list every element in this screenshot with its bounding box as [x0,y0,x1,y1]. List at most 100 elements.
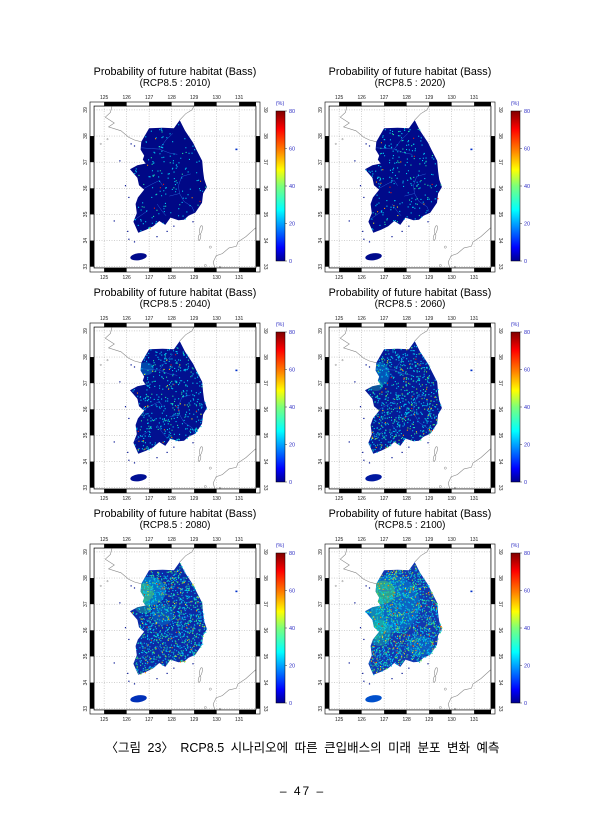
map-neatline [89,101,261,272]
lat-tick-label: 33 [83,484,89,490]
map-panel-2020: Probability of future habitat (Bass) (RCP… [315,66,547,287]
colorbar-tick-label: 40 [289,626,295,632]
lon-tick-label: 126 [357,316,366,322]
colorbar-tick-label: 60 [524,146,530,152]
map-panel-2040: Probability of future habitat (Bass) (RCP… [80,287,312,508]
panel-title-block: Probability of future habitat (Bass) (RCP… [315,66,505,90]
lon-tick-label: 128 [167,537,176,543]
lon-tick-label: 130 [212,275,221,281]
lon-tick-label: 129 [190,717,199,723]
colorbar: (%) 80 60 40 20 0 [276,543,295,707]
lon-tick-label: 126 [122,95,131,101]
panel-title: Probability of future habitat (Bass) [93,66,257,78]
lon-tick-label: 131 [235,316,244,322]
map-neatline [89,322,261,493]
ulleung-island [470,590,473,592]
lon-tick-label: 128 [167,95,176,101]
map-2080: 125 125 126 126 127 127 128 128 129 129 130 130 131 1… [83,537,295,723]
ulleung-island [470,369,473,371]
lat-tick-label: 34 [497,237,503,243]
lat-tick-label: 38 [318,133,324,139]
lat-tick-label: 36 [497,185,503,191]
lat-tick-label: 36 [497,627,503,633]
map-panel-2080: Probability of future habitat (Bass) (RCP… [80,508,312,729]
ulleung-island [235,590,238,592]
colorbar-tick-label: 0 [289,259,292,265]
colorbar-tick-label: 20 [289,663,295,669]
map-frame: 125 125 126 126 127 127 128 128 129 129 130 130 131 1… [83,316,268,502]
lon-tick-label: 125 [335,496,344,502]
map-panel-2100: Probability of future habitat (Bass) (RCP… [315,508,547,729]
lon-tick-label: 130 [447,717,456,723]
speckles-green [367,564,443,671]
lon-tick-label: 129 [190,537,199,543]
map-frame: 125 125 126 126 127 127 128 128 129 129 130 130 131 1… [318,537,503,723]
ulleung-island [235,148,238,150]
map-panel-2060: Probability of future habitat (Bass) (RCP… [315,287,547,508]
lat-tick-label: 35 [262,432,268,438]
page-number: – 47 – [279,784,326,798]
lat-tick-label: 38 [83,133,89,139]
lon-tick-label: 125 [335,95,344,101]
lat-tick-label: 39 [497,107,503,113]
lat-tick-label: 39 [83,549,89,555]
lat-tick-label: 38 [497,133,503,139]
speckles-cyan [365,567,442,675]
colorbar-tick-label: 60 [289,588,295,594]
lat-tick-label: 39 [83,328,89,334]
jeju-island [365,252,382,261]
lat-tick-label: 36 [318,627,324,633]
lat-tick-label: 39 [83,107,89,113]
lat-tick-label: 35 [262,211,268,217]
lat-tick-label: 35 [83,211,89,217]
lon-tick-label: 131 [235,496,244,502]
panel-title: Probability of future habitat (Bass) [328,508,492,520]
lon-tick-label: 128 [402,537,411,543]
lat-tick-label: 34 [262,679,268,685]
lat-tick-label: 36 [262,406,268,412]
lat-tick-label: 37 [262,159,268,165]
lon-tick-label: 126 [357,275,366,281]
lon-tick-label: 128 [167,717,176,723]
lat-tick-label: 33 [318,705,324,711]
lon-tick-label: 131 [470,316,479,322]
lat-tick-label: 38 [262,354,268,360]
colorbar-tick-label: 80 [524,330,530,336]
colorbar: (%) 80 60 40 20 0 [511,322,530,486]
colorbar-tick-label: 40 [524,184,530,190]
speckles-cyan [132,346,207,451]
lon-tick-label: 127 [145,717,154,723]
lat-tick-label: 37 [262,601,268,607]
lat-tick-label: 37 [318,159,324,165]
lon-tick-label: 127 [145,496,154,502]
lat-tick-label: 39 [318,328,324,334]
speckles-cyan [134,123,204,232]
lon-tick-label: 128 [402,717,411,723]
lon-tick-label: 125 [335,537,344,543]
lat-tick-label: 34 [318,679,324,685]
lon-tick-label: 129 [425,496,434,502]
lat-tick-label: 35 [318,432,324,438]
lat-tick-label: 36 [262,185,268,191]
lon-tick-label: 126 [357,537,366,543]
lon-tick-label: 131 [470,275,479,281]
lat-tick-label: 37 [83,601,89,607]
colorbar-tick-label: 0 [289,701,292,707]
lat-tick-label: 37 [497,159,503,165]
lat-tick-label: 34 [83,237,89,243]
lat-tick-label: 36 [318,406,324,412]
lat-tick-label: 38 [318,575,324,581]
colorbar-tick-label: 80 [289,109,295,115]
lat-tick-label: 37 [83,380,89,386]
panel-title: Probability of future habitat (Bass) [93,508,257,520]
lon-tick-label: 130 [212,316,221,322]
lat-tick-label: 35 [497,653,503,659]
lon-tick-label: 129 [190,275,199,281]
lat-tick-label: 38 [83,575,89,581]
lat-tick-label: 33 [318,263,324,269]
lon-tick-label: 128 [402,316,411,322]
probability-blobs [137,361,154,376]
map-neatline [324,101,496,272]
lon-tick-label: 129 [425,717,434,723]
panel-subtitle: (RCP8.5 : 2020) [374,78,446,90]
